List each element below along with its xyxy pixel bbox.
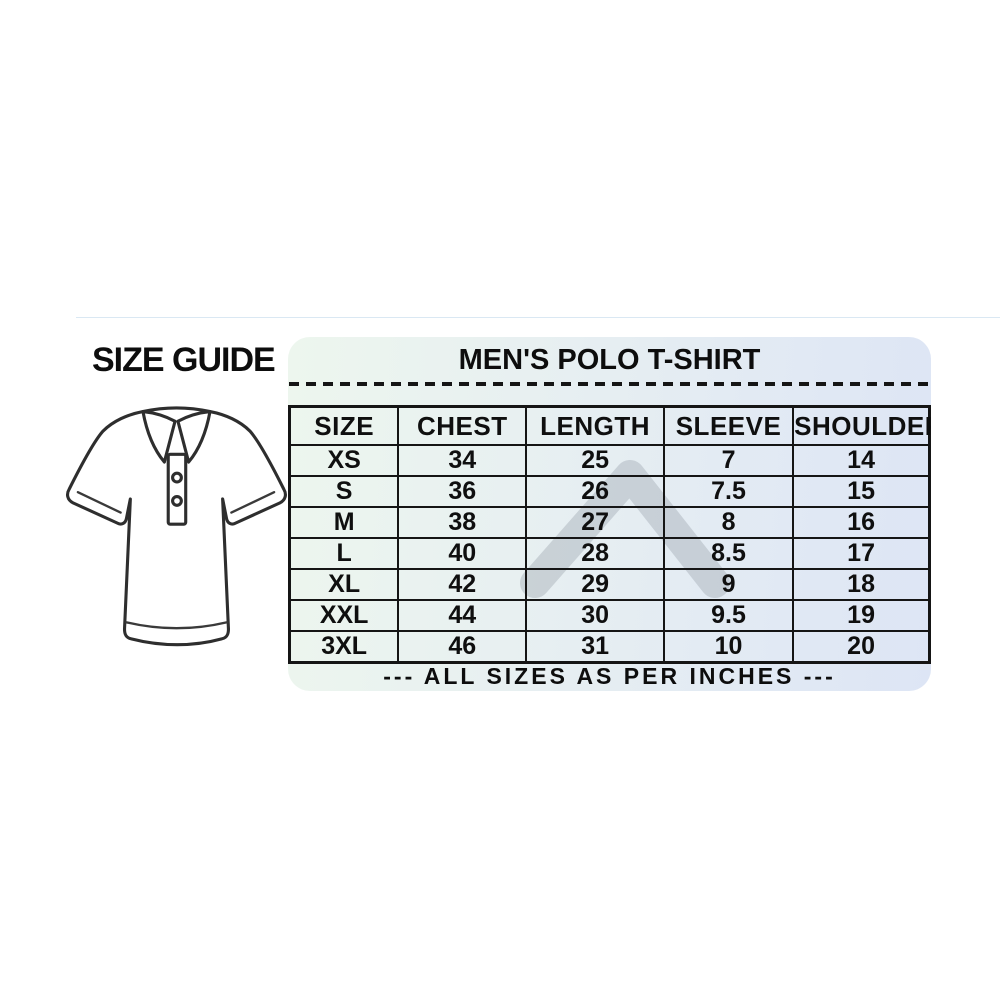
dashed-divider	[289, 382, 930, 386]
measurement-cell: 17	[792, 537, 931, 570]
measurement-cell: 29	[525, 568, 665, 601]
measurement-cell: 7.5	[662, 475, 795, 508]
measurement-cell: 19	[792, 599, 931, 632]
measurement-cell: 40	[397, 537, 528, 570]
collar-right-flap	[176, 409, 212, 464]
measurement-cell: 38	[397, 506, 528, 539]
measurement-cell: 44	[397, 599, 528, 632]
measurement-cell: 26	[525, 475, 665, 508]
measurement-cell: 14	[792, 444, 931, 477]
measurement-cell: 10	[662, 630, 795, 664]
table-row: XL 42 29 9 18	[288, 568, 931, 601]
size-label-cell: XS	[288, 444, 400, 477]
measurement-cell: 25	[525, 444, 665, 477]
column-header: CHEST	[397, 405, 528, 446]
measurement-cell: 36	[397, 475, 528, 508]
card-top-edge-line	[76, 317, 1000, 318]
table-row: XXL 44 30 9.5 19	[288, 599, 931, 632]
measurement-cell: 18	[792, 568, 931, 601]
column-header: SLEEVE	[662, 405, 795, 446]
column-header: LENGTH	[525, 405, 665, 446]
size-table: SIZE CHEST LENGTH SLEEVE SHOULDER XS 34 25 7 14 S…	[288, 405, 931, 664]
column-header: SHOULDER	[792, 405, 931, 446]
measurement-cell: 27	[525, 506, 665, 539]
table-row: L 40 28 8.5 17	[288, 537, 931, 570]
units-note: --- ALL SIZES AS PER INCHES ---	[383, 663, 836, 689]
size-label-cell: XXL	[288, 599, 400, 632]
measurement-cell: 31	[525, 630, 665, 664]
table-row: M 38 27 8 16	[288, 506, 931, 539]
column-header: SIZE	[288, 405, 400, 446]
measurement-cell: 42	[397, 568, 528, 601]
size-table-body: XS 34 25 7 14 S 36 26 7.5 15 M 38 27 8 16 L 40 28 8.5 17 XL 4…	[288, 444, 931, 664]
measurement-cell: 46	[397, 630, 528, 664]
measurement-cell: 8	[662, 506, 795, 539]
polo-shirt-illustration	[58, 396, 294, 668]
size-table-header-row: SIZE CHEST LENGTH SLEEVE SHOULDER	[288, 405, 931, 446]
panel-title: MEN'S POLO T-SHIRT	[458, 344, 761, 376]
table-row: 3XL 46 31 10 20	[288, 630, 931, 664]
measurement-cell: 15	[792, 475, 931, 508]
polo-shirt-icon	[66, 406, 287, 647]
size-guide-heading: SIZE GUIDE	[92, 341, 276, 379]
button-top	[171, 471, 183, 484]
right-cuff-line	[230, 491, 276, 514]
measurement-cell: 28	[525, 537, 665, 570]
measurement-cell: 16	[792, 506, 931, 539]
size-label-cell: L	[288, 537, 400, 570]
left-cuff-line	[76, 491, 122, 514]
table-row: XS 34 25 7 14	[288, 444, 931, 477]
size-chart-panel: MEN'S POLO T-SHIRT SIZE CHEST LENGTH SLEEVE…	[288, 337, 931, 691]
measurement-cell: 34	[397, 444, 528, 477]
placket	[166, 452, 188, 526]
table-row: S 36 26 7.5 15	[288, 475, 931, 508]
button-bottom	[171, 494, 183, 507]
measurement-cell: 9.5	[662, 599, 795, 632]
measurement-cell: 8.5	[662, 537, 795, 570]
measurement-cell: 20	[792, 630, 931, 664]
size-label-cell: 3XL	[288, 630, 400, 664]
measurement-cell: 30	[525, 599, 665, 632]
collar-left-flap	[141, 409, 177, 464]
measurement-cell: 7	[662, 444, 795, 477]
size-label-cell: M	[288, 506, 400, 539]
size-label-cell: XL	[288, 568, 400, 601]
measurement-cell: 9	[662, 568, 795, 601]
hem-line	[125, 621, 228, 630]
size-label-cell: S	[288, 475, 400, 508]
